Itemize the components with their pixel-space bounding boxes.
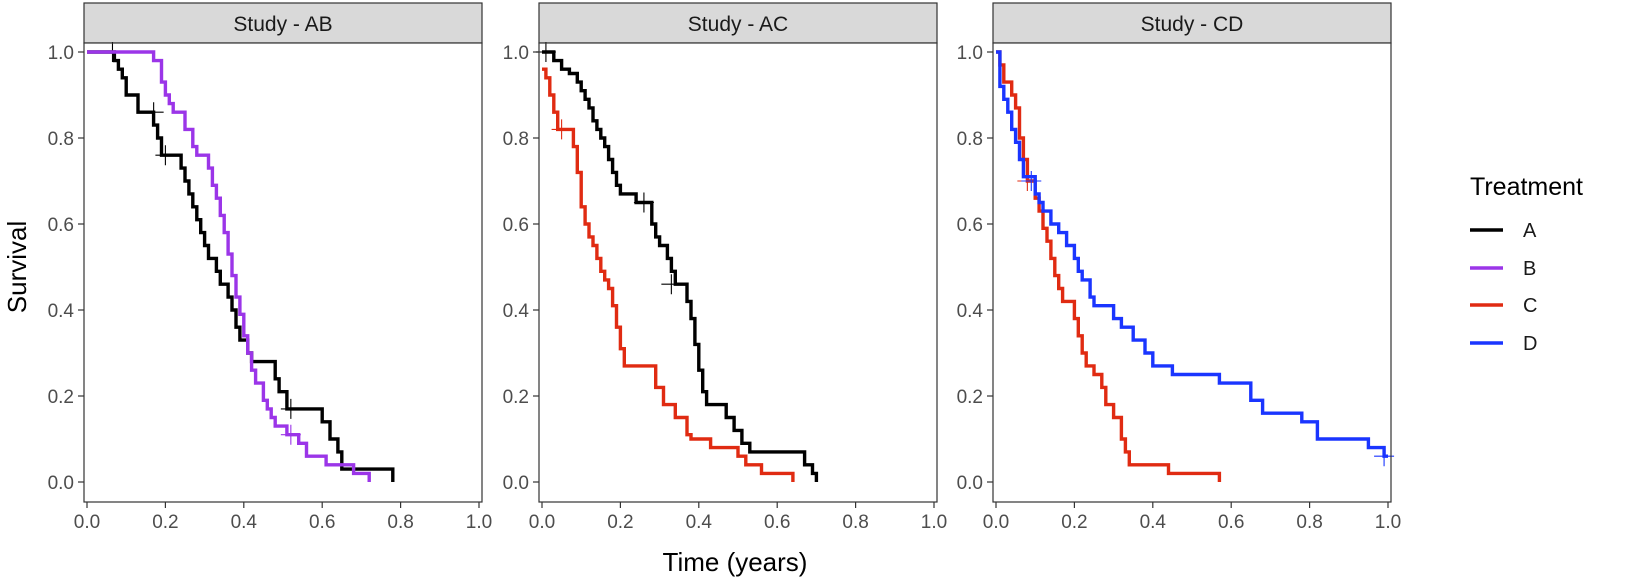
x-tick-label: 0.4 bbox=[1140, 512, 1167, 533]
x-tick-label: 0.6 bbox=[1218, 512, 1244, 533]
series-line-D bbox=[996, 50, 1388, 458]
y-tick-label: 1.0 bbox=[957, 43, 983, 64]
panel-border bbox=[992, 42, 1392, 503]
y-axis-title: Survival bbox=[2, 221, 32, 313]
x-tick-label: 1.0 bbox=[921, 512, 947, 533]
legend-label: D bbox=[1523, 333, 1537, 355]
series-line-A bbox=[542, 50, 819, 482]
y-tick-label: 0.6 bbox=[48, 215, 74, 236]
x-tick-label: 0.4 bbox=[686, 512, 713, 533]
series-line-B bbox=[87, 50, 371, 482]
series-line-C bbox=[996, 50, 1222, 482]
panels-layer: Study - AB 0.0 0.2 0.4 0.6 0.8 1.0 0.0 0.2 0.4 0.6… bbox=[48, 2, 1401, 533]
censor-mark-A bbox=[155, 145, 176, 166]
x-tick-label: 0.2 bbox=[607, 512, 633, 533]
series-line-C bbox=[542, 67, 795, 482]
panel-border bbox=[538, 42, 938, 503]
panel-strip bbox=[83, 2, 483, 44]
y-tick-label: 0.0 bbox=[503, 473, 529, 494]
y-tick-label: 0.2 bbox=[957, 387, 983, 408]
x-tick-label: 0.8 bbox=[1296, 512, 1322, 533]
y-tick-label: 0.2 bbox=[48, 387, 74, 408]
legend-label: A bbox=[1523, 220, 1537, 242]
censor-mark-A bbox=[661, 274, 682, 295]
x-tick-label: 1.0 bbox=[466, 512, 492, 533]
x-tick-label: 0.0 bbox=[74, 512, 100, 533]
x-tick-label: 0.2 bbox=[152, 512, 178, 533]
x-tick-label: 0.8 bbox=[842, 512, 868, 533]
x-tick-label: 0.4 bbox=[231, 512, 258, 533]
plot-area bbox=[539, 43, 937, 502]
x-tick-label: 0.6 bbox=[764, 512, 790, 533]
y-tick-label: 0.0 bbox=[957, 473, 983, 494]
panel-strip bbox=[538, 2, 938, 44]
y-tick-label: 0.2 bbox=[503, 387, 529, 408]
x-tick-label: 0.8 bbox=[387, 512, 413, 533]
censor-mark-A bbox=[280, 398, 301, 419]
x-tick-label: 0.2 bbox=[1061, 512, 1087, 533]
y-tick-label: 0.8 bbox=[48, 129, 74, 150]
legend-title: Treatment bbox=[1470, 173, 1583, 201]
legend-item-B: B bbox=[1470, 258, 1536, 280]
x-tick-label: 1.0 bbox=[1375, 512, 1401, 533]
panel-1: Study - AB 0.0 0.2 0.4 0.6 0.8 1.0 0.0 0.2 0.4 0.6… bbox=[48, 2, 492, 533]
y-tick-label: 0.4 bbox=[48, 301, 75, 322]
panel-strip-label: Study - CD bbox=[1141, 13, 1244, 36]
panel-strip-label: Study - AB bbox=[233, 13, 332, 36]
y-tick-label: 0.4 bbox=[957, 301, 984, 322]
y-tick-label: 1.0 bbox=[503, 43, 529, 64]
censor-mark-A bbox=[633, 192, 654, 213]
panel-border bbox=[83, 42, 483, 503]
legend-label: B bbox=[1523, 258, 1536, 280]
legend-item-A: A bbox=[1470, 220, 1537, 242]
y-tick-label: 0.4 bbox=[503, 301, 530, 322]
y-tick-label: 0.0 bbox=[48, 473, 74, 494]
y-tick-label: 0.8 bbox=[503, 129, 529, 150]
y-tick-label: 0.6 bbox=[503, 215, 529, 236]
legend-label: C bbox=[1523, 295, 1537, 317]
x-tick-label: 0.0 bbox=[529, 512, 555, 533]
x-axis-title: Time (years) bbox=[663, 547, 808, 577]
legend-item-C: C bbox=[1470, 295, 1537, 317]
censor-mark-B bbox=[280, 424, 301, 445]
y-tick-label: 0.8 bbox=[957, 129, 983, 150]
panel-strip bbox=[992, 2, 1392, 44]
x-tick-label: 0.0 bbox=[983, 512, 1009, 533]
panel-2: Study - AC 0.0 0.2 0.4 0.6 0.8 1.0 0.0 0.2 0.4 0.6… bbox=[503, 2, 947, 533]
y-tick-label: 0.6 bbox=[957, 215, 983, 236]
panel-3: Study - CD 0.0 0.2 0.4 0.6 0.8 1.0 0.0 0.2 0.4 0.6… bbox=[957, 2, 1401, 533]
panel-strip-label: Study - AC bbox=[688, 13, 788, 36]
x-tick-label: 0.6 bbox=[309, 512, 335, 533]
plot-area bbox=[993, 43, 1391, 502]
legend-item-D: D bbox=[1470, 333, 1537, 355]
censor-mark-C bbox=[551, 119, 572, 140]
y-tick-label: 1.0 bbox=[48, 43, 74, 64]
censor-mark-A bbox=[143, 102, 164, 123]
censor-mark-D bbox=[1021, 171, 1042, 191]
